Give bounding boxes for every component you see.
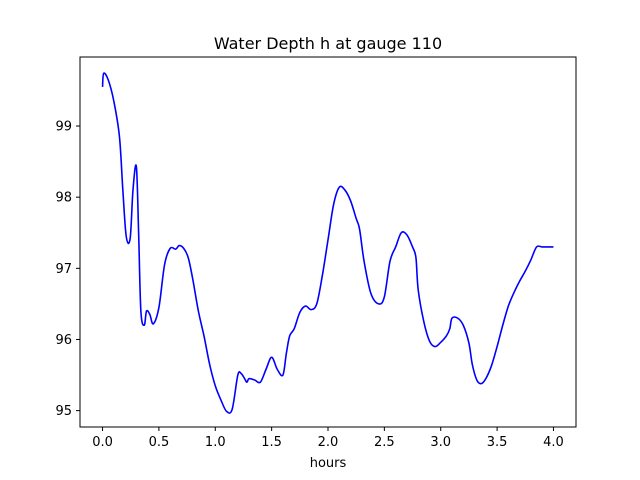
x-tick-label: 2.5	[374, 435, 395, 450]
x-tick-label: 2.0	[318, 435, 339, 450]
y-tick-label: 98	[55, 191, 72, 206]
series-layer	[101, 72, 554, 414]
y-axis: 95 96 97 98 99	[55, 120, 80, 419]
x-tick-label: 1.0	[205, 435, 226, 450]
x-tick-label: 1.5	[261, 435, 282, 450]
y-tick-label: 95	[55, 404, 72, 419]
x-axis-label: hours	[310, 456, 347, 471]
series-line-0	[101, 72, 554, 414]
x-axis: 0.0 0.5 1.0 1.5 2.0 2.5 3.0 3.5 4.0	[92, 427, 564, 450]
x-tick-label: 3.0	[430, 435, 451, 450]
chart-title: Water Depth h at gauge 110	[214, 34, 442, 53]
y-tick-label: 97	[55, 262, 72, 277]
x-tick-label: 4.0	[543, 435, 564, 450]
y-tick-label: 96	[55, 333, 72, 348]
x-tick-label: 0.0	[92, 435, 113, 450]
x-tick-label: 3.5	[487, 435, 508, 450]
x-tick-label: 0.5	[149, 435, 170, 450]
y-tick-label: 99	[55, 120, 72, 135]
